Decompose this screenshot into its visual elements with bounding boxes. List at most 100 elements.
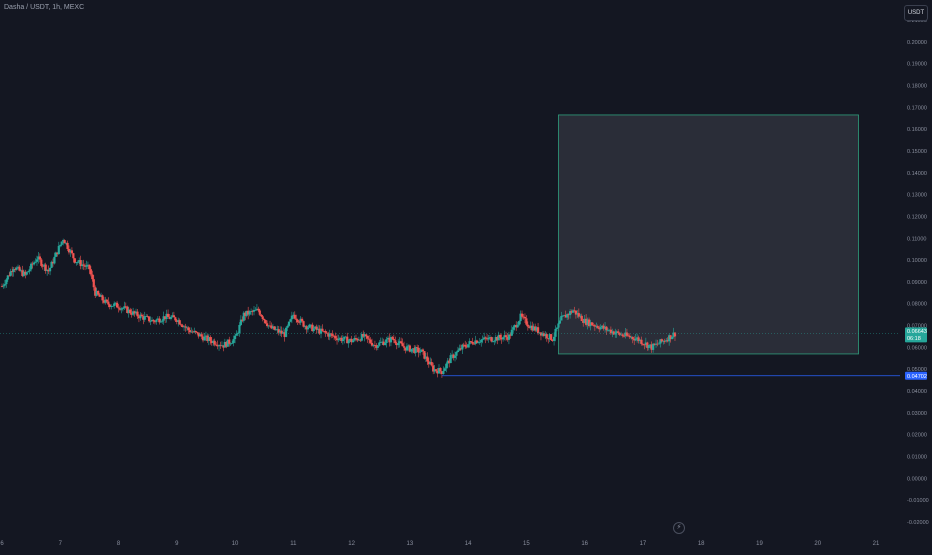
candle[interactable]	[550, 333, 553, 341]
candle[interactable]	[263, 318, 266, 324]
candle[interactable]	[420, 349, 423, 353]
candle[interactable]	[118, 305, 122, 312]
candle[interactable]	[500, 334, 503, 344]
candle[interactable]	[515, 321, 518, 331]
candle[interactable]	[439, 367, 442, 375]
candle[interactable]	[201, 332, 205, 343]
candle[interactable]	[300, 317, 304, 323]
candle[interactable]	[315, 324, 318, 334]
candle[interactable]	[360, 331, 363, 342]
candle[interactable]	[286, 324, 289, 332]
candle[interactable]	[63, 239, 66, 244]
candle[interactable]	[531, 321, 534, 332]
candle[interactable]	[644, 337, 647, 348]
candle[interactable]	[115, 300, 119, 308]
candle[interactable]	[391, 335, 394, 341]
candle[interactable]	[255, 304, 259, 311]
candle[interactable]	[426, 352, 429, 366]
candle[interactable]	[478, 338, 481, 345]
candle[interactable]	[423, 351, 426, 360]
candle[interactable]	[309, 324, 312, 329]
candle[interactable]	[266, 320, 269, 328]
candle[interactable]	[612, 330, 615, 336]
candle[interactable]	[596, 324, 599, 329]
candle[interactable]	[468, 338, 471, 348]
candle[interactable]	[593, 324, 596, 331]
candle[interactable]	[621, 333, 624, 338]
candle[interactable]	[137, 314, 141, 323]
candle[interactable]	[573, 306, 576, 313]
candle[interactable]	[638, 338, 642, 344]
candle[interactable]	[437, 364, 441, 374]
candle[interactable]	[12, 266, 15, 277]
candle[interactable]	[30, 262, 33, 272]
candle[interactable]	[270, 322, 273, 330]
candle[interactable]	[641, 343, 645, 346]
candle[interactable]	[212, 339, 215, 347]
candle[interactable]	[171, 312, 174, 318]
candle[interactable]	[634, 333, 637, 342]
candle[interactable]	[421, 348, 425, 355]
candle[interactable]	[337, 334, 340, 343]
candle[interactable]	[650, 341, 653, 353]
candle[interactable]	[599, 324, 602, 331]
candle[interactable]	[203, 332, 206, 341]
candle[interactable]	[5, 278, 8, 288]
candle[interactable]	[356, 337, 359, 343]
candle[interactable]	[483, 332, 486, 341]
candle[interactable]	[449, 352, 452, 364]
candle[interactable]	[43, 263, 46, 271]
candle[interactable]	[34, 258, 37, 264]
candle[interactable]	[401, 338, 404, 347]
candle[interactable]	[510, 325, 513, 337]
candle[interactable]	[153, 320, 157, 325]
candle[interactable]	[400, 337, 403, 345]
candle[interactable]	[248, 310, 251, 317]
candle[interactable]	[652, 342, 655, 353]
candle[interactable]	[446, 357, 449, 369]
candle[interactable]	[416, 344, 419, 353]
candle[interactable]	[659, 339, 662, 348]
candle[interactable]	[89, 266, 92, 277]
candle[interactable]	[168, 313, 171, 320]
candle[interactable]	[418, 347, 422, 356]
candle[interactable]	[123, 301, 126, 310]
candle[interactable]	[124, 302, 127, 309]
candle[interactable]	[267, 325, 270, 329]
candle[interactable]	[386, 335, 390, 340]
candle[interactable]	[467, 344, 470, 349]
candle[interactable]	[25, 271, 28, 276]
candle[interactable]	[32, 260, 36, 266]
candle[interactable]	[139, 312, 142, 321]
candle[interactable]	[443, 367, 446, 371]
candle[interactable]	[570, 309, 573, 315]
candle[interactable]	[493, 339, 496, 346]
candle[interactable]	[204, 331, 208, 342]
candle[interactable]	[408, 344, 411, 353]
candle[interactable]	[564, 310, 567, 318]
candle[interactable]	[120, 307, 123, 314]
candle[interactable]	[69, 248, 72, 257]
candle[interactable]	[296, 318, 299, 325]
candle[interactable]	[464, 340, 467, 350]
candle[interactable]	[636, 333, 639, 343]
flash-icon[interactable]: ⚡	[673, 522, 685, 534]
candle[interactable]	[367, 335, 371, 345]
candle[interactable]	[321, 324, 324, 332]
candle[interactable]	[487, 335, 490, 343]
candle[interactable]	[366, 335, 369, 343]
candle[interactable]	[385, 336, 388, 348]
candle[interactable]	[85, 260, 88, 270]
candle[interactable]	[245, 310, 248, 318]
candle[interactable]	[469, 340, 473, 344]
candle[interactable]	[2, 283, 5, 289]
candle[interactable]	[83, 263, 87, 271]
candle[interactable]	[95, 287, 98, 297]
candle[interactable]	[235, 330, 238, 336]
candle[interactable]	[480, 338, 483, 347]
candle[interactable]	[37, 252, 40, 264]
candle[interactable]	[335, 334, 339, 345]
candle[interactable]	[585, 314, 588, 327]
candle[interactable]	[346, 332, 349, 344]
candle[interactable]	[295, 314, 298, 323]
